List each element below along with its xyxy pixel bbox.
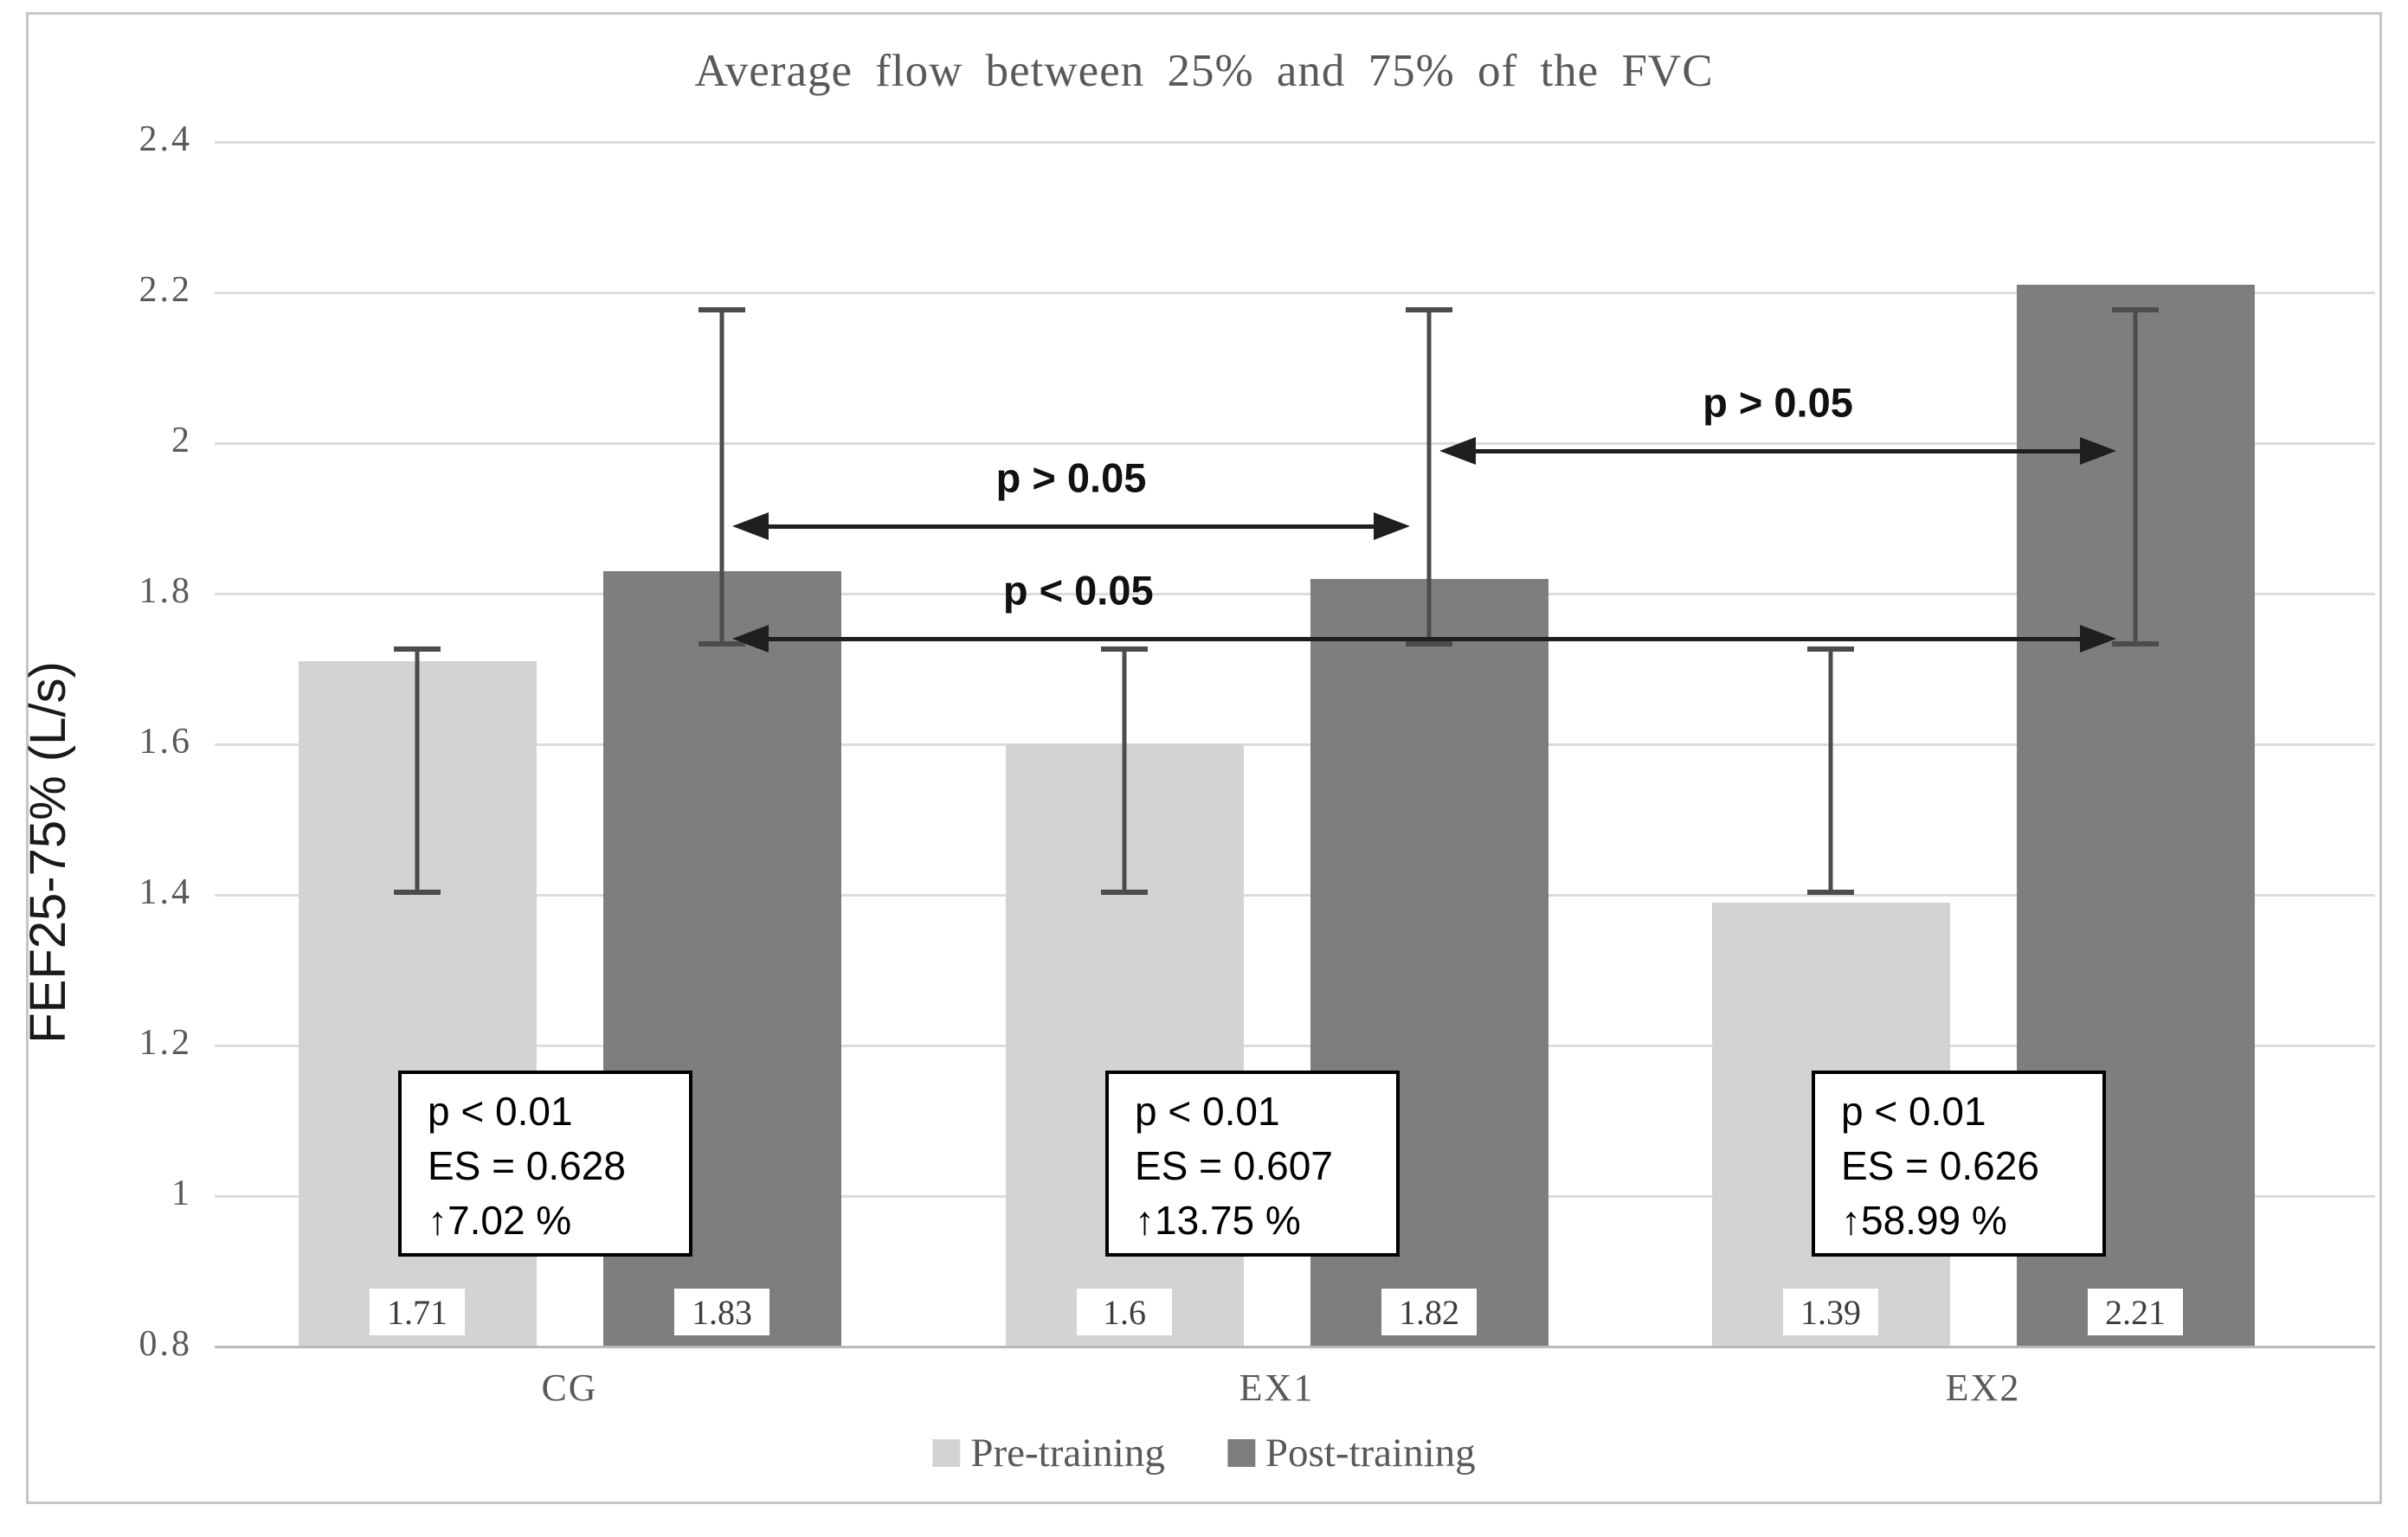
error-bar-post-training-ex2 (2112, 307, 2159, 646)
bar-value-label: 1.6 (1077, 1289, 1172, 1335)
x-category-label-ex1: EX1 (1239, 1367, 1315, 1409)
x-category-label-ex2: EX2 (1945, 1367, 2021, 1409)
arrowhead-left-icon (732, 511, 769, 540)
arrowhead-left-icon (1439, 436, 1476, 465)
pre-training-swatch-icon (932, 1439, 961, 1467)
bar-value-label: 1.82 (1381, 1289, 1477, 1335)
significance-label: p < 0.05 (1002, 567, 1154, 614)
gridline (215, 593, 2375, 595)
legend-label: Pre-training (970, 1431, 1165, 1476)
bar-value-label: 1.83 (674, 1289, 769, 1335)
bar-value-label: 2.21 (2088, 1289, 2183, 1335)
y-tick-label: 2.2 (138, 270, 192, 310)
y-tick-label: 2 (171, 421, 192, 460)
significance-label: p > 0.05 (1703, 379, 1853, 426)
y-tick-label: 1.8 (138, 571, 192, 611)
stats-box-cg: p < 0.01 ES = 0.628 ↑7.02 % (398, 1071, 692, 1257)
gridline (215, 141, 2375, 144)
y-tick-label: 0.8 (138, 1324, 192, 1364)
error-bar-pre-training-ex1 (1101, 646, 1148, 895)
gridline (215, 442, 2375, 445)
error-bar-pre-training-ex2 (1807, 646, 1854, 895)
stats-box-line: p < 0.01 (1135, 1089, 1280, 1134)
y-tick-label: 1.2 (138, 1023, 192, 1063)
stats-box-line: p < 0.01 (1841, 1089, 1986, 1134)
stats-box-line: ↑13.75 % (1135, 1198, 1301, 1243)
legend-item-pre-training: Pre-training (932, 1430, 1165, 1476)
gridline (215, 292, 2375, 294)
y-axis-title: FEF25-75% (L/s) (20, 661, 76, 1044)
bar-value-label: 1.39 (1783, 1289, 1878, 1335)
y-tick-label: 1.6 (138, 722, 192, 762)
significance-label: p > 0.05 (995, 454, 1147, 501)
post-training-swatch-icon (1227, 1439, 1255, 1467)
y-tick-label: 2.4 (138, 119, 192, 159)
error-bar-pre-training-cg (394, 646, 441, 895)
legend-label: Post-training (1265, 1431, 1476, 1476)
significance-arrow (1465, 448, 2090, 453)
gridline (215, 894, 2375, 897)
y-tick-label: 1 (171, 1174, 192, 1213)
gridline (215, 743, 2375, 746)
gridline (215, 1045, 2375, 1047)
y-tick-label: 1.4 (138, 872, 192, 912)
significance-arrow (758, 637, 2090, 642)
significance-arrow (758, 524, 1384, 529)
stats-box-line: ↑7.02 % (428, 1198, 572, 1243)
stats-box-line: ↑58.99 % (1841, 1198, 2007, 1243)
arrowhead-right-icon (2080, 436, 2116, 465)
arrowhead-right-icon (2080, 625, 2116, 653)
stats-box-line: ES = 0.628 (428, 1143, 626, 1188)
error-bar-post-training-cg (699, 307, 745, 646)
figure-border (26, 12, 2382, 1504)
legend: Pre-training Post-training (932, 1430, 1476, 1476)
stats-box-line: ES = 0.626 (1841, 1143, 2039, 1188)
stats-box-line: ES = 0.607 (1135, 1143, 1333, 1188)
chart-title: Average flow between 25% and 75% of the … (694, 46, 1714, 96)
stats-box-ex1: p < 0.01 ES = 0.607 ↑13.75 % (1105, 1071, 1400, 1257)
legend-item-post-training: Post-training (1227, 1430, 1476, 1476)
arrowhead-left-icon (732, 625, 769, 653)
stats-box-ex2: p < 0.01 ES = 0.626 ↑58.99 % (1812, 1071, 2106, 1257)
x-axis-line (215, 1346, 2375, 1348)
stats-box-line: p < 0.01 (428, 1089, 573, 1134)
error-bar-post-training-ex1 (1406, 307, 1452, 646)
x-category-label-cg: CG (541, 1367, 598, 1409)
arrowhead-right-icon (1374, 511, 1410, 540)
bar-value-label: 1.71 (370, 1289, 465, 1335)
